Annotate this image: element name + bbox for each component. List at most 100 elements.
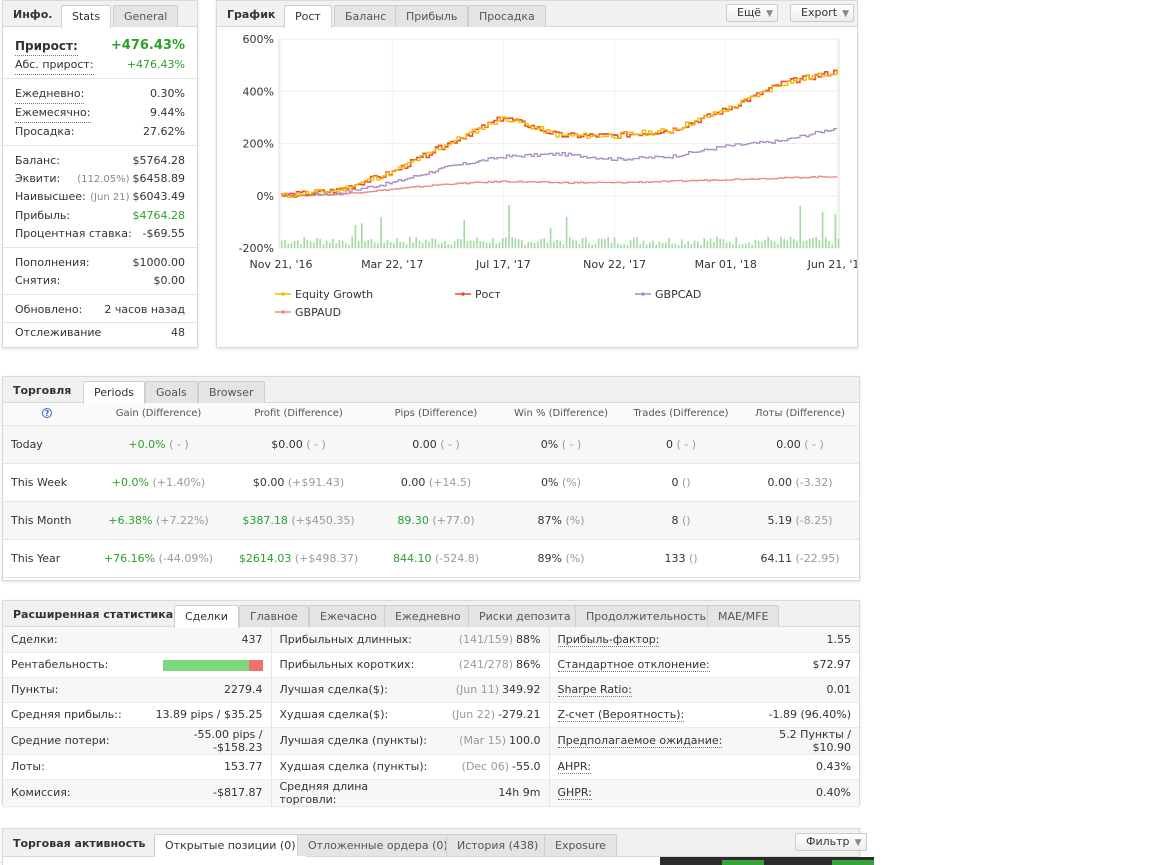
tab-duration[interactable]: Продолжительность xyxy=(575,605,717,627)
volume-bar xyxy=(505,237,507,248)
growth-chart: 600% 400% 200% 0% -200% Nov 21, '16 Mar 22, '1… xyxy=(239,33,857,319)
volume-bar xyxy=(332,238,334,248)
more-button[interactable]: Ещё ▼ xyxy=(726,4,779,22)
y-tick-label: -200% xyxy=(239,242,274,255)
tab-open-positions[interactable]: Открытые позиции (0) xyxy=(154,834,307,857)
interest-row: Процентная ставка: -$69.55 xyxy=(3,225,197,243)
volume-bar xyxy=(767,236,769,248)
tab-browser[interactable]: Browser xyxy=(198,381,265,403)
stat-value: -279.21 xyxy=(498,708,541,721)
tab-goals[interactable]: Goals xyxy=(145,381,198,403)
tab-history[interactable]: История (438) xyxy=(446,834,550,856)
volume-bar xyxy=(341,240,344,248)
tab-periods[interactable]: Periods xyxy=(83,381,146,404)
extended-tabbar: Расширенная статистика Сделки Главное Еж… xyxy=(3,601,859,628)
tab-hourly[interactable]: Ежечасно xyxy=(309,605,388,627)
tab-mae-mfe[interactable]: MAE/MFE xyxy=(707,605,780,627)
extended-row: Рентабельность: Прибыльных коротких: (241/… xyxy=(3,652,859,678)
volume-bar xyxy=(661,242,664,248)
period-profit: $0.00 xyxy=(252,475,285,489)
legend-marker xyxy=(281,292,285,296)
period-win-difference: (%) xyxy=(565,513,585,527)
tab-growth[interactable]: Рост xyxy=(284,5,332,28)
drawdown-label: Просадка: xyxy=(15,125,75,138)
volume-bar xyxy=(684,244,686,248)
col-trades: Trades (Difference) xyxy=(621,403,741,426)
volume-bar xyxy=(773,241,776,248)
chevron-down-icon: ▼ xyxy=(842,9,850,19)
help-icon[interactable]: ? xyxy=(42,408,52,419)
volume-bar xyxy=(463,219,465,248)
volume-bar xyxy=(287,243,289,248)
tab-exposure[interactable]: Exposure xyxy=(544,834,617,856)
period-lots: 0.00 xyxy=(767,475,792,489)
volume-bar xyxy=(706,240,709,248)
stat-label-text[interactable]: AHPR: xyxy=(557,760,591,774)
volume-bar xyxy=(761,241,763,248)
tab-summary[interactable]: Главное xyxy=(239,605,309,627)
volume-bar xyxy=(393,243,395,248)
volume-bar xyxy=(716,236,718,248)
volume-bar xyxy=(434,239,437,248)
stat-label: Лучшая сделка (пункты): xyxy=(270,727,436,755)
stat-value: -$817.87 xyxy=(138,779,271,807)
stat-label-text[interactable]: Стандартное отклонение: xyxy=(557,658,710,672)
volume-bar xyxy=(709,238,712,248)
volume-bar xyxy=(693,240,696,248)
growth-label: Прирост: xyxy=(15,37,78,56)
period-gain-cell: +0.0% ( - ) xyxy=(91,425,226,464)
volume-bar xyxy=(578,243,581,248)
volume-bar xyxy=(357,241,360,248)
period-profit-difference: (+$450.35) xyxy=(291,513,355,527)
volume-bar xyxy=(677,244,680,248)
volume-bar xyxy=(441,242,443,248)
stat-label-text[interactable]: GHPR: xyxy=(557,786,592,800)
volume-bar xyxy=(482,241,485,248)
tab-trades[interactable]: Сделки xyxy=(174,605,239,628)
tab-balance[interactable]: Баланс xyxy=(334,5,398,27)
tab-daily[interactable]: Ежедневно xyxy=(384,605,472,627)
volume-bar xyxy=(658,241,661,248)
y-tick-label: 0% xyxy=(257,190,274,203)
stat-label-text[interactable]: Sharpe Ratio: xyxy=(557,683,632,697)
tab-drawdown[interactable]: Просадка xyxy=(468,5,546,27)
period-pips: 844.10 xyxy=(392,551,432,565)
tab-stats[interactable]: Stats xyxy=(61,5,112,28)
volume-bar xyxy=(431,238,433,248)
tab-deposit-risk[interactable]: Риски депозита xyxy=(468,605,582,627)
trading-title: Торговля xyxy=(13,384,72,397)
period-name: Today xyxy=(3,425,91,464)
monthly-label: Ежемесячно: xyxy=(15,104,91,123)
profitability-bar xyxy=(162,659,263,671)
export-button[interactable]: Export ▼ xyxy=(790,4,855,22)
stat-label-text[interactable]: Предполагаемое ожидание: xyxy=(557,734,723,748)
volume-bar xyxy=(617,243,619,248)
legend-marker xyxy=(641,292,645,296)
stat-label: Средняя прибыль:: xyxy=(3,702,138,728)
stat-label-text[interactable]: Z-счет (Вероятность): xyxy=(557,708,685,722)
stat-value-cell: (Mar 15) 100.0 xyxy=(436,727,549,755)
stat-sub: (Jun 11) xyxy=(455,683,499,696)
highest-date: (Jun 21) xyxy=(90,192,130,203)
volume-bar xyxy=(361,223,363,248)
filter-button[interactable]: Фильтр ▼ xyxy=(795,833,867,851)
tab-profit[interactable]: Прибыль xyxy=(395,5,469,27)
volume-bar xyxy=(620,244,622,248)
volume-bar xyxy=(751,244,753,248)
tab-general[interactable]: General xyxy=(113,5,179,27)
abs-growth-label: Абс. прирост: xyxy=(15,56,94,75)
chart-panel: График Рост Баланс Прибыль Просадка Ещё ▼… xyxy=(216,0,858,348)
period-trades-cell: 8 () xyxy=(621,501,741,540)
stat-label-text[interactable]: Прибыль-фактор: xyxy=(557,632,660,647)
tab-pending-orders[interactable]: Отложенные ордера (0) xyxy=(297,834,459,856)
volume-bar xyxy=(377,243,379,248)
volume-bar xyxy=(489,242,491,248)
divider xyxy=(3,78,197,79)
volume-bar xyxy=(834,214,837,248)
volume-bar xyxy=(770,240,773,248)
volume-bar xyxy=(655,244,657,248)
trading-panel: Торговля Periods Goals Browser ? Gain (D… xyxy=(2,376,860,581)
period-pips-difference: (+14.5) xyxy=(428,475,472,489)
trading-tabbar: Торговля Periods Goals Browser xyxy=(3,377,859,404)
volume-bar xyxy=(837,239,840,248)
